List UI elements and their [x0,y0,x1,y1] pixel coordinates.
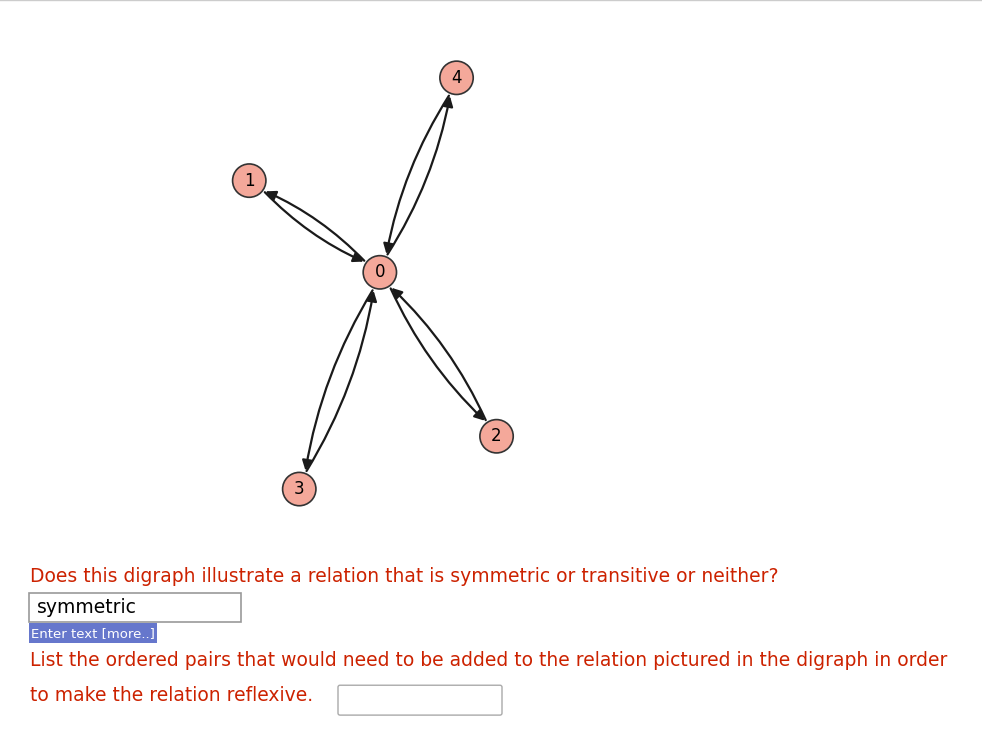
FancyArrowPatch shape [394,290,486,420]
Circle shape [480,419,514,453]
FancyArrowPatch shape [306,293,376,471]
Circle shape [233,164,266,197]
Text: List the ordered pairs that would need to be added to the relation pictured in t: List the ordered pairs that would need t… [30,651,948,671]
FancyArrowPatch shape [391,288,483,419]
Text: 1: 1 [244,172,254,190]
Circle shape [363,256,397,289]
FancyArrowPatch shape [303,290,372,468]
FancyArrowPatch shape [265,192,361,261]
FancyArrowPatch shape [268,192,364,261]
Circle shape [440,62,473,95]
Text: 0: 0 [374,263,385,282]
Text: 2: 2 [491,428,502,445]
FancyArrowPatch shape [388,99,452,254]
Text: 3: 3 [294,480,304,498]
Circle shape [283,473,316,506]
Text: symmetric: symmetric [37,598,136,617]
FancyBboxPatch shape [29,623,157,643]
Text: to make the relation reflexive.: to make the relation reflexive. [30,686,313,705]
Text: 4: 4 [452,69,462,87]
Text: Enter text [more..]: Enter text [more..] [31,627,155,640]
Text: Does this digraph illustrate a relation that is symmetric or transitive or neith: Does this digraph illustrate a relation … [30,567,779,585]
FancyBboxPatch shape [29,593,241,622]
FancyBboxPatch shape [338,685,502,715]
FancyArrowPatch shape [384,96,449,252]
